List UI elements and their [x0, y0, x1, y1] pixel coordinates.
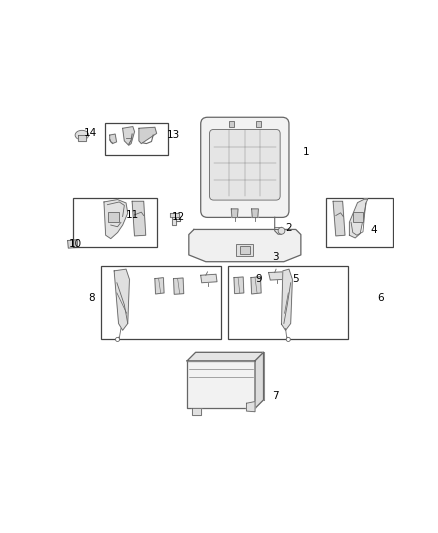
Polygon shape	[172, 216, 176, 225]
Ellipse shape	[75, 131, 88, 140]
FancyBboxPatch shape	[201, 117, 289, 217]
Bar	[101, 266, 221, 339]
Text: 3: 3	[272, 252, 279, 262]
Text: 6: 6	[377, 293, 384, 303]
Polygon shape	[196, 352, 264, 400]
Polygon shape	[67, 240, 78, 248]
Polygon shape	[247, 401, 255, 411]
Bar	[353, 212, 363, 222]
Polygon shape	[78, 135, 86, 141]
Text: 1: 1	[303, 147, 309, 157]
Polygon shape	[234, 277, 244, 294]
Text: 11: 11	[126, 210, 139, 220]
Bar	[105, 123, 169, 156]
Polygon shape	[187, 352, 264, 361]
Polygon shape	[123, 127, 134, 146]
Polygon shape	[282, 269, 293, 330]
Polygon shape	[110, 134, 117, 143]
Bar	[229, 120, 234, 127]
Polygon shape	[251, 209, 258, 217]
Polygon shape	[114, 269, 130, 330]
Polygon shape	[187, 361, 255, 408]
Text: 14: 14	[84, 128, 97, 139]
Polygon shape	[255, 352, 264, 408]
Text: 2: 2	[286, 223, 292, 233]
Polygon shape	[155, 278, 164, 294]
Circle shape	[286, 337, 290, 342]
Text: 8: 8	[88, 293, 95, 303]
Text: 4: 4	[371, 225, 377, 235]
Bar	[326, 198, 392, 247]
Text: 10: 10	[69, 239, 82, 249]
Text: 9: 9	[255, 274, 261, 284]
Polygon shape	[231, 209, 238, 217]
Polygon shape	[132, 201, 146, 236]
Polygon shape	[173, 278, 184, 294]
Bar	[108, 212, 119, 222]
Polygon shape	[170, 213, 179, 216]
FancyBboxPatch shape	[209, 130, 280, 200]
Text: 12: 12	[172, 212, 185, 222]
Bar	[228, 266, 348, 339]
Polygon shape	[201, 274, 217, 282]
Bar	[237, 244, 253, 256]
Polygon shape	[189, 229, 301, 262]
Polygon shape	[333, 201, 345, 236]
Bar	[240, 246, 250, 254]
Circle shape	[116, 337, 120, 342]
Bar	[256, 120, 261, 127]
Polygon shape	[251, 277, 261, 294]
Polygon shape	[268, 272, 284, 280]
Text: 7: 7	[272, 391, 279, 401]
Text: 5: 5	[293, 274, 299, 284]
Text: 13: 13	[167, 130, 180, 140]
Circle shape	[278, 228, 285, 234]
Bar	[74, 198, 156, 247]
Polygon shape	[139, 127, 156, 143]
Polygon shape	[104, 199, 128, 239]
Polygon shape	[350, 199, 368, 238]
Polygon shape	[192, 408, 201, 415]
